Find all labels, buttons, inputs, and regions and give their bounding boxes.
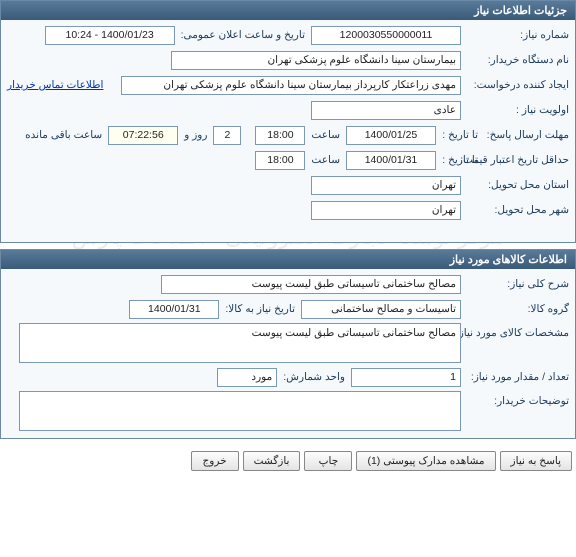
buyer-contact-link[interactable]: اطلاعات تماس خریدار bbox=[7, 79, 111, 91]
buyer-note-label: توضیحات خریدار: bbox=[461, 391, 569, 407]
need-by-field: 1400/01/31 bbox=[129, 300, 219, 319]
panel-goods-info-title: اطلاعات کالاهای مورد نیاز bbox=[1, 250, 575, 269]
credit-date-field: 1400/01/31 bbox=[346, 151, 436, 170]
priority-label: اولویت نیاز : bbox=[461, 104, 569, 116]
desc-field: مصالح ساختمانی تاسیساتی طبق لیست پیوست bbox=[161, 275, 461, 294]
remain-label: ساعت باقی مانده bbox=[19, 129, 108, 141]
deadline-label: مهلت ارسال پاسخ: bbox=[484, 129, 569, 141]
deadline-time-field: 18:00 bbox=[255, 126, 305, 145]
delivery-prov-field: تهران bbox=[311, 176, 461, 195]
desc-label: شرح کلی نیاز: bbox=[461, 278, 569, 290]
qty-label: تعداد / مقدار مورد نیاز: bbox=[461, 371, 569, 383]
print-button[interactable]: چاپ bbox=[304, 451, 352, 471]
priority-field: عادی bbox=[311, 101, 461, 120]
need-by-label: تاریخ نیاز به کالا: bbox=[219, 303, 301, 315]
back-button[interactable]: بازگشت bbox=[243, 451, 301, 471]
announce-field: 1400/01/23 - 10:24 bbox=[45, 26, 175, 45]
unit-label: واحد شمارش: bbox=[277, 371, 351, 383]
announce-label: تاریخ و ساعت اعلان عمومی: bbox=[175, 29, 311, 41]
min-credit-label: حداقل تاریخ اعتبار قیمت: bbox=[484, 154, 569, 166]
need-number-field: 1200030550000011 bbox=[311, 26, 461, 45]
delivery-city-field: تهران bbox=[311, 201, 461, 220]
creator-field: مهدی زراعتکار کارپرداز بیمارستان سینا دا… bbox=[121, 76, 461, 95]
hour-label-1: ساعت bbox=[305, 129, 346, 141]
deadline-date-field: 1400/01/25 bbox=[346, 126, 436, 145]
attachments-button[interactable]: مشاهده مدارک پیوستی (1) bbox=[356, 451, 495, 471]
unit-field: مورد bbox=[217, 368, 277, 387]
need-number-label: شماره نیاز: bbox=[461, 29, 569, 41]
group-label: گروه کالا: bbox=[461, 303, 569, 315]
to-date-label: تا تاریخ : bbox=[436, 129, 484, 141]
buyer-label: نام دستگاه خریدار: bbox=[461, 54, 569, 66]
qty-field: 1 bbox=[351, 368, 461, 387]
spec-label: مشخصات کالای مورد نیاز: bbox=[461, 323, 569, 339]
to-date-label-2: تا تاریخ : bbox=[436, 154, 484, 166]
creator-label: ایجاد کننده درخواست: bbox=[461, 79, 569, 91]
panel-need-details: جزئیات اطلاعات نیاز شماره نیاز: 12000305… bbox=[0, 0, 576, 243]
countdown-field: 07:22:56 bbox=[108, 126, 178, 145]
panel-goods-info: اطلاعات کالاهای مورد نیاز شرح کلی نیاز: … bbox=[0, 249, 576, 439]
button-bar: پاسخ به نیاز مشاهده مدارک پیوستی (1) چاپ… bbox=[0, 445, 576, 473]
delivery-prov-label: استان محل تحویل: bbox=[461, 179, 569, 191]
buyer-field: بیمارستان سینا دانشگاه علوم پزشکی تهران bbox=[171, 51, 461, 70]
exit-button[interactable]: خروج bbox=[191, 451, 239, 471]
buyer-note-field bbox=[19, 391, 461, 431]
delivery-city-label: شهر محل تحویل: bbox=[461, 204, 569, 216]
hour-label-2: ساعت bbox=[305, 154, 346, 166]
day-count-field: 2 bbox=[213, 126, 241, 145]
panel-need-details-title: جزئیات اطلاعات نیاز bbox=[1, 1, 575, 20]
spec-field bbox=[19, 323, 461, 363]
credit-time-field: 18:00 bbox=[255, 151, 305, 170]
day-and-label: روز و bbox=[178, 129, 213, 141]
group-field: تاسیسات و مصالح ساختمانی bbox=[301, 300, 461, 319]
respond-button[interactable]: پاسخ به نیاز bbox=[500, 451, 572, 471]
